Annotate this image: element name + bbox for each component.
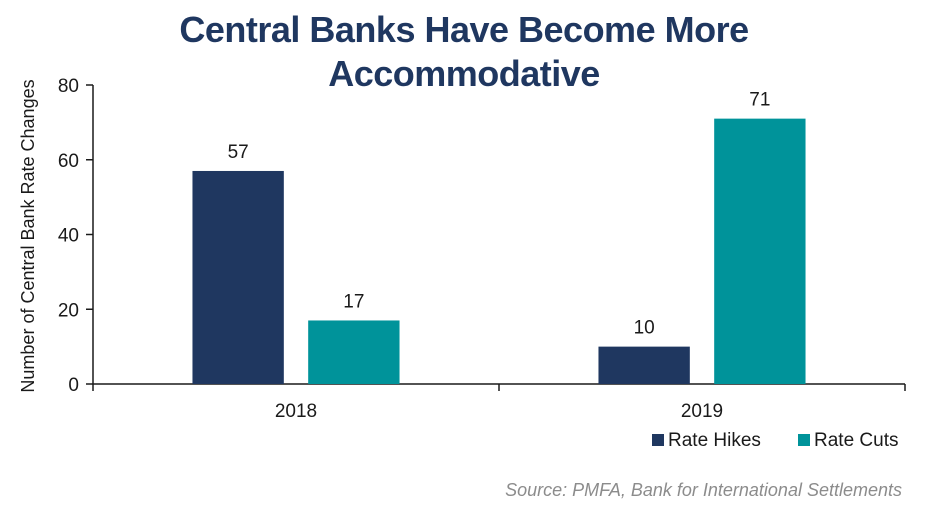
legend-swatch: [798, 434, 810, 446]
bar-rate-cuts-2019: [714, 118, 806, 384]
legend-label: Rate Hikes: [668, 430, 761, 451]
y-axis-label: Number of Central Bank Rate Changes: [18, 79, 38, 392]
y-tick-label: 40: [58, 226, 79, 247]
data-label: 57: [228, 142, 249, 163]
y-tick-label: 80: [58, 76, 79, 97]
legend-item: Rate Hikes: [652, 430, 761, 451]
bar-rate-hikes-2018: [192, 170, 284, 384]
bar-rate-cuts-2018: [308, 320, 400, 384]
chart-title-line-1: Central Banks Have Become More: [179, 9, 749, 50]
data-label: 71: [749, 90, 770, 111]
chart-data-labels: 57 17 10 71: [228, 90, 771, 339]
legend-label: Rate Cuts: [814, 430, 898, 451]
chart-title-line-2: Accommodative: [328, 53, 600, 94]
chart-bars: [192, 118, 806, 384]
x-tick-label: 2018: [275, 401, 317, 422]
legend-swatch: [652, 434, 664, 446]
y-tick-label: 0: [68, 375, 79, 396]
legend: Rate Hikes Rate Cuts: [652, 430, 898, 451]
chart-axes: 0 20 40 60 80 2018 2019: [58, 76, 906, 422]
data-label: 10: [634, 318, 655, 339]
data-label: 17: [343, 291, 364, 312]
x-tick-label: 2019: [681, 401, 723, 422]
chart-title: Central Banks Have Become More Accommoda…: [0, 8, 928, 96]
source-note: Source: PMFA, Bank for International Set…: [505, 480, 902, 500]
y-tick-label: 60: [58, 151, 79, 172]
legend-item: Rate Cuts: [798, 430, 898, 451]
bar-rate-hikes-2019: [598, 346, 690, 384]
y-tick-label: 20: [58, 300, 79, 321]
